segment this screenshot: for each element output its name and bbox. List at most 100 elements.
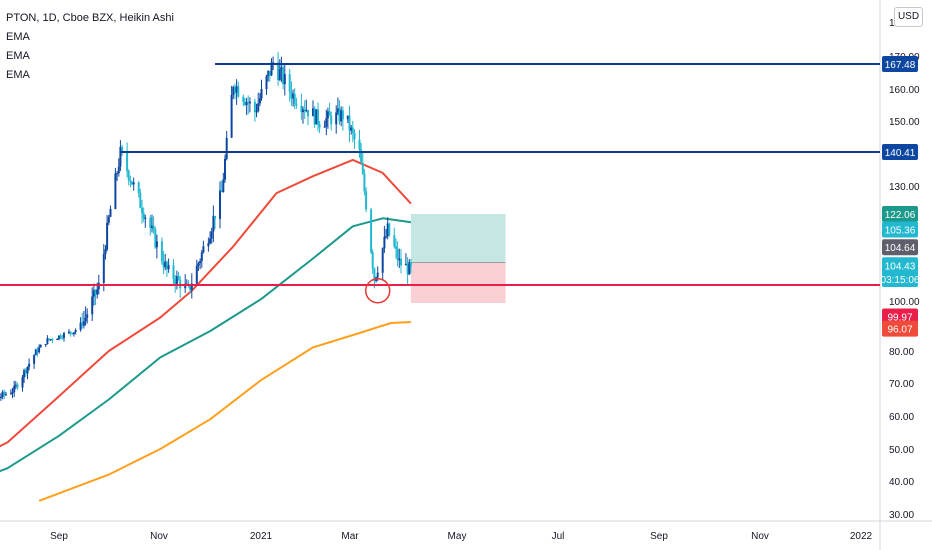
candle-body <box>97 282 100 290</box>
candle-body <box>325 118 328 127</box>
x-tick-label: Nov <box>751 531 769 542</box>
candle-body <box>406 263 409 275</box>
candle-body <box>409 262 412 267</box>
ema-indicator-3[interactable]: EMA <box>6 69 30 81</box>
candle-body <box>82 321 85 326</box>
y-tick-label: 50.00 <box>889 445 914 456</box>
price-label-text: 104.64 <box>885 243 916 254</box>
candle-body <box>149 217 152 228</box>
candle-body <box>248 101 251 104</box>
candle-body <box>13 385 16 393</box>
candle-body <box>282 67 285 85</box>
candle-body <box>34 349 37 356</box>
candle-body <box>23 370 26 378</box>
profit-zone[interactable] <box>410 214 506 263</box>
candle-body <box>61 337 64 339</box>
candle-body <box>220 190 223 192</box>
symbol-title[interactable]: PTON, 1D, Cboe BZX, Heikin Ashi <box>6 12 174 24</box>
ema-indicator-2[interactable]: EMA <box>6 50 30 62</box>
candle-body <box>288 74 291 92</box>
candle-body <box>260 89 263 99</box>
candle-body <box>3 391 6 395</box>
ema-indicator-1[interactable]: EMA <box>6 31 30 43</box>
candle-body <box>117 166 120 174</box>
candle-body <box>59 335 62 338</box>
price-label-badge <box>882 239 918 256</box>
candle-body <box>290 91 293 99</box>
price-label-text: 105.36 <box>885 226 916 237</box>
candle-body <box>230 94 233 138</box>
candle-body <box>195 265 198 284</box>
candle-body <box>11 392 14 394</box>
candle-body <box>33 355 36 364</box>
price-label-text: 140.41 <box>885 148 916 159</box>
candle-body <box>107 216 110 223</box>
candles[interactable] <box>0 51 412 409</box>
time-axis[interactable] <box>0 521 932 550</box>
candle-body <box>340 110 343 122</box>
loss-zone[interactable] <box>410 262 506 303</box>
x-tick-label: Sep <box>650 531 668 542</box>
candle-body <box>361 162 364 174</box>
candle-body <box>44 344 47 345</box>
candle-body <box>199 261 202 264</box>
candle-body <box>257 103 260 112</box>
candle-body <box>243 102 246 105</box>
candle-body <box>385 236 387 238</box>
candle-body <box>242 96 245 103</box>
candle-body <box>119 146 122 167</box>
candle-body <box>293 93 296 105</box>
candle-body <box>21 377 24 388</box>
candle-body <box>376 272 379 278</box>
candle-body <box>144 217 147 219</box>
candle-body <box>74 329 77 333</box>
candle-body <box>24 370 27 374</box>
candle-body <box>381 248 384 273</box>
candle-body <box>167 265 170 270</box>
candle-body <box>225 137 228 159</box>
highlight-circle[interactable] <box>364 278 391 304</box>
candle-body <box>58 335 60 339</box>
candle-body <box>38 347 41 353</box>
candle-body <box>318 124 321 128</box>
candle-body <box>245 101 248 105</box>
candle-body <box>307 110 309 117</box>
candle-body <box>283 74 286 85</box>
candle-body <box>222 179 225 192</box>
candle-body <box>28 363 31 367</box>
candle-body <box>14 384 17 386</box>
candle-body <box>303 109 306 112</box>
candle-body <box>268 71 271 76</box>
candle-body <box>152 225 155 230</box>
candle-body <box>96 289 99 295</box>
ema-slow-line[interactable] <box>38 321 411 502</box>
candle-body <box>232 87 235 95</box>
candle-body <box>346 115 349 120</box>
candle-body <box>328 111 331 116</box>
candle-body <box>207 243 210 247</box>
candle-body <box>162 261 165 268</box>
candle-body <box>330 115 333 125</box>
candle-body <box>48 338 50 340</box>
candle-body <box>234 87 236 93</box>
ema-mid-line[interactable] <box>0 217 412 487</box>
candle-body <box>214 215 216 219</box>
candle-body <box>292 93 295 99</box>
ema-fast-line[interactable] <box>0 158 412 468</box>
candle-body <box>302 109 304 113</box>
candle-body <box>315 109 318 125</box>
candle-body <box>404 263 407 266</box>
candle-body <box>197 263 200 266</box>
currency-button[interactable]: USD <box>894 7 923 27</box>
candle-body <box>365 191 368 210</box>
price-label-badge <box>882 221 918 238</box>
candle-body <box>0 396 2 398</box>
candle-body <box>1 391 4 397</box>
candle-body <box>131 181 133 185</box>
y-tick-label: 40.00 <box>889 477 914 488</box>
candle-body <box>348 115 351 131</box>
price-label-badge <box>882 144 918 160</box>
candle-body <box>300 105 303 112</box>
candle-body <box>335 112 338 125</box>
